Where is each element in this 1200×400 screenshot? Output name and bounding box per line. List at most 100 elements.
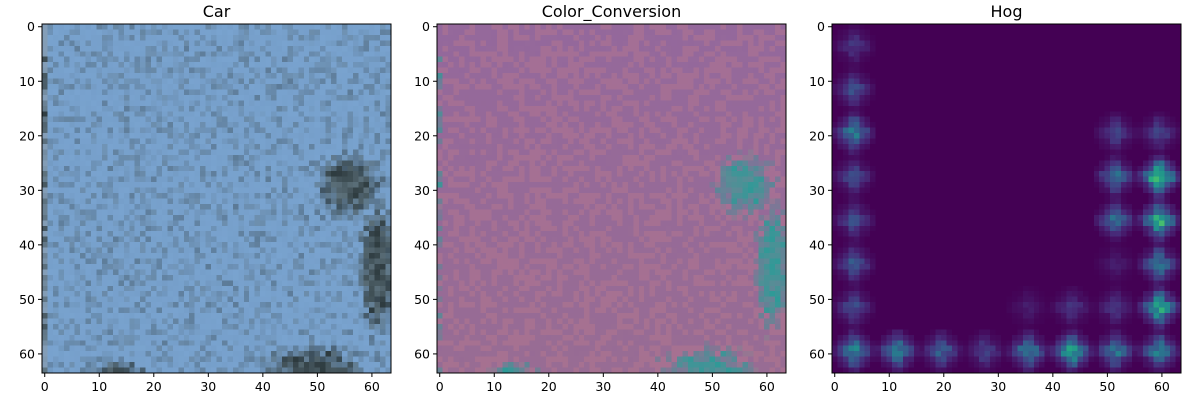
pixel <box>655 40 662 47</box>
pixel <box>442 40 449 47</box>
pixel <box>200 203 207 210</box>
pixel <box>74 105 81 112</box>
pixel <box>205 253 212 260</box>
pixel <box>298 94 305 101</box>
pixel <box>227 100 234 107</box>
pixel <box>52 122 59 129</box>
pixel <box>682 83 689 91</box>
pixel <box>287 203 294 210</box>
pixel <box>167 329 174 336</box>
pixel <box>380 214 387 221</box>
pixel <box>352 220 359 227</box>
pixel <box>134 203 141 210</box>
pixel <box>287 182 294 189</box>
pixel <box>80 323 87 330</box>
pixel <box>205 149 212 156</box>
pixel <box>96 362 103 369</box>
pixel <box>200 89 207 96</box>
pixel <box>325 367 332 374</box>
pixel <box>58 133 65 140</box>
pixel <box>140 291 147 298</box>
pixel <box>216 94 223 101</box>
pixel <box>507 94 514 101</box>
pixel <box>172 340 179 347</box>
pixel <box>260 291 267 298</box>
pixel <box>194 258 201 265</box>
pixel <box>118 94 125 101</box>
pixel <box>753 29 760 36</box>
pixel <box>101 351 109 358</box>
pixel <box>687 73 694 80</box>
pixel <box>69 89 76 96</box>
pixel <box>469 67 476 74</box>
pixel <box>780 89 787 96</box>
pixel <box>747 51 754 58</box>
pixel <box>129 176 136 183</box>
pixel <box>178 258 185 265</box>
pixel <box>194 345 201 352</box>
pixel <box>189 111 196 118</box>
pixel <box>524 45 531 52</box>
pixel <box>341 62 348 69</box>
pixel <box>325 291 332 298</box>
pixel <box>303 171 310 178</box>
pixel <box>271 133 278 140</box>
pixel <box>151 318 158 325</box>
pixel <box>58 40 65 47</box>
pixel <box>107 187 114 194</box>
pixel <box>151 133 158 140</box>
pixel <box>118 362 125 369</box>
pixel <box>666 45 673 52</box>
pixel <box>80 182 87 189</box>
pixel <box>325 340 332 347</box>
pixel <box>151 296 158 303</box>
pixel <box>63 209 70 216</box>
pixel <box>281 231 288 238</box>
pixel <box>42 116 49 123</box>
pixel <box>314 356 321 363</box>
pixel <box>775 56 782 63</box>
pixel <box>469 40 476 47</box>
pixel <box>556 83 564 91</box>
pixel <box>200 24 207 31</box>
pixel <box>47 340 54 347</box>
pixel <box>161 165 169 172</box>
pixel <box>380 193 387 200</box>
pixel <box>118 51 125 58</box>
pixel <box>363 94 370 101</box>
pixel <box>380 362 387 369</box>
pixel <box>358 89 365 96</box>
pixel <box>352 45 359 52</box>
pixel <box>85 367 92 374</box>
pixel <box>134 236 141 243</box>
pixel <box>347 78 354 85</box>
pixel <box>107 203 114 210</box>
pixel <box>211 187 218 194</box>
pixel <box>573 40 580 47</box>
pixel <box>42 209 49 216</box>
pixel <box>58 100 65 107</box>
pixel <box>363 318 370 325</box>
pixel <box>167 274 174 281</box>
pixel <box>347 356 354 363</box>
pixel <box>298 236 305 243</box>
pixel <box>352 122 359 129</box>
pixel <box>309 73 316 80</box>
pixel <box>211 225 218 232</box>
pixel <box>556 89 564 96</box>
pixel <box>47 263 54 270</box>
pixel <box>464 62 471 69</box>
pixel <box>167 73 174 80</box>
pixel <box>107 149 114 156</box>
pixel <box>578 94 585 101</box>
pixel <box>194 329 201 336</box>
pixel <box>644 24 651 31</box>
pixel <box>298 187 305 194</box>
pixel <box>232 160 239 167</box>
pixel <box>491 78 498 85</box>
pixel <box>205 318 212 325</box>
pixel <box>58 231 65 238</box>
pixel <box>85 51 92 58</box>
pixel <box>238 187 245 194</box>
pixel <box>469 62 476 69</box>
